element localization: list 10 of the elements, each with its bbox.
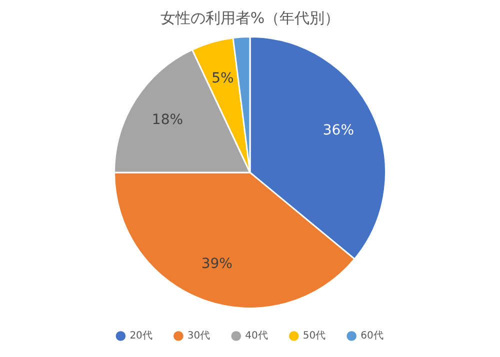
data-label: 5% — [212, 70, 234, 86]
legend-label: 50代 — [302, 330, 326, 342]
chart-title: 女性の利用者%（年代別） — [160, 8, 340, 27]
data-label: 18% — [152, 112, 184, 128]
legend-label: 20代 — [130, 330, 152, 342]
legend-label: 60代 — [360, 330, 384, 342]
data-label: 39% — [201, 256, 232, 272]
legend-label: 30代 — [187, 330, 210, 342]
legend-label: 40代 — [245, 330, 268, 342]
data-label: 36% — [322, 122, 354, 139]
